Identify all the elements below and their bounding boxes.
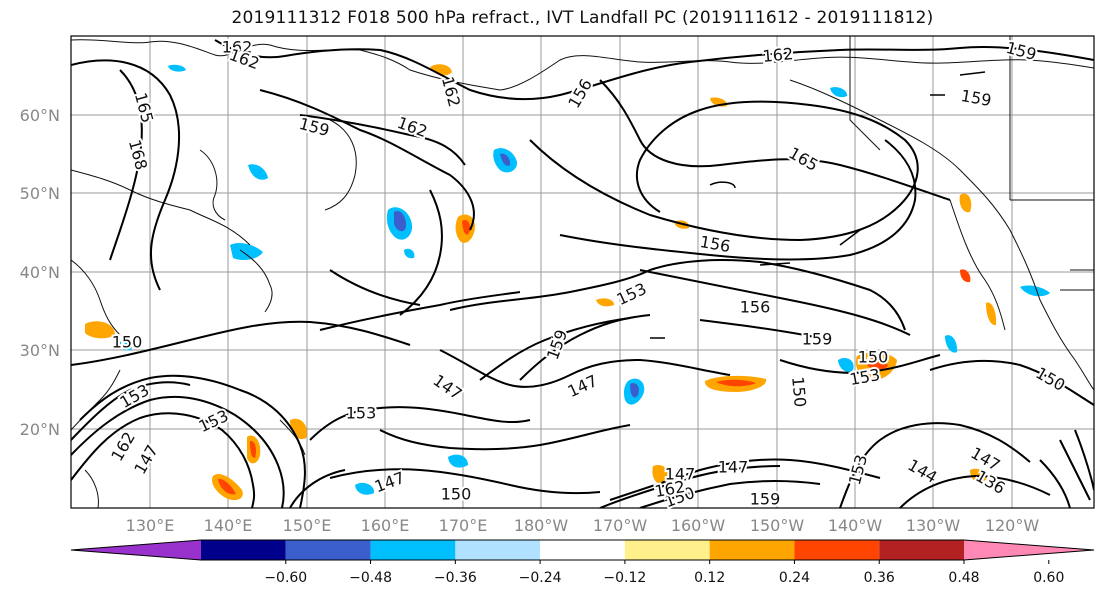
contour-label: 147 [718, 458, 749, 477]
contour-label: 162 [762, 44, 794, 66]
colorbar-outline [70, 539, 1095, 561]
lat-label: 40°N [20, 263, 60, 282]
colorbar-tick-label: −0.12 [603, 570, 646, 586]
thin-contours [650, 71, 986, 339]
lon-label: 130°E [126, 516, 175, 535]
colorbar-tick-label: 0.24 [779, 570, 810, 586]
latitude-labels: 60°N 50°N 40°N 30°N 20°N [20, 106, 60, 439]
colorbar-segment [624, 540, 710, 560]
contour-label: 150 [112, 333, 143, 352]
contour-label: 153 [346, 404, 377, 423]
colorbar-tick-label: −0.36 [434, 570, 477, 586]
colorbar-tick-label: 0.36 [864, 570, 895, 586]
colorbar-segment [370, 540, 456, 560]
contour-label: 162 [222, 38, 253, 57]
contour-label: 150 [788, 376, 810, 408]
colorbar [70, 539, 1095, 561]
contour-label: 150 [441, 485, 472, 504]
lon-label: 170°E [439, 516, 488, 535]
longitude-labels: 130°E 140°E 150°E 160°E 170°E 180°W 170°… [126, 516, 1040, 535]
colorbar-tick-label: −0.60 [264, 570, 307, 586]
colorbar-segment [879, 540, 964, 560]
colorbar-segment [709, 540, 795, 560]
lat-label: 20°N [20, 420, 60, 439]
graticule [71, 36, 1094, 508]
colorbar-segment [540, 540, 625, 560]
colorbar-segment [794, 540, 880, 560]
lon-label: 130°W [906, 516, 961, 535]
contour-label: 150 [858, 348, 889, 367]
map-title: 2019111312 F018 500 hPa refract., IVT La… [231, 8, 934, 28]
colorbar-tick-labels: −0.60 −0.48 −0.36 −0.24 −0.12 0.12 0.24 0.36 0.4… [264, 560, 1064, 586]
colorbar-tick-label: 0.48 [948, 570, 979, 586]
contour-label: 159 [802, 330, 833, 349]
lon-label: 120°W [985, 516, 1040, 535]
colorbar-segment [285, 540, 371, 560]
lat-label: 30°N [20, 341, 60, 360]
lat-label: 50°N [20, 184, 60, 203]
contour-label: 156 [740, 298, 771, 317]
colorbar-tick-label: 0.12 [694, 570, 725, 586]
map-border [70, 35, 1095, 509]
colorbar-segment [455, 540, 541, 560]
height-contours [71, 39, 1094, 508]
lon-label: 150°E [283, 516, 332, 535]
contour-label: 147 [665, 465, 696, 484]
lat-label: 60°N [20, 106, 60, 125]
colorbar-tick-label: 0.60 [1033, 570, 1064, 586]
lon-label: 170°W [593, 516, 648, 535]
colorbar-tick-label: −0.24 [519, 570, 562, 586]
lon-label: 180°W [514, 516, 569, 535]
lon-label: 140°E [204, 516, 253, 535]
lon-label: 160°E [361, 516, 410, 535]
contour-label: 159 [750, 490, 781, 509]
colorbar-extend-min [71, 540, 201, 560]
colorbar-tick-label: −0.48 [349, 570, 392, 586]
colorbar-segment [201, 540, 286, 560]
lon-label: 140°W [828, 516, 883, 535]
colorbar-extend-max [964, 540, 1094, 560]
lon-label: 160°W [671, 516, 726, 535]
lon-label: 150°W [750, 516, 805, 535]
